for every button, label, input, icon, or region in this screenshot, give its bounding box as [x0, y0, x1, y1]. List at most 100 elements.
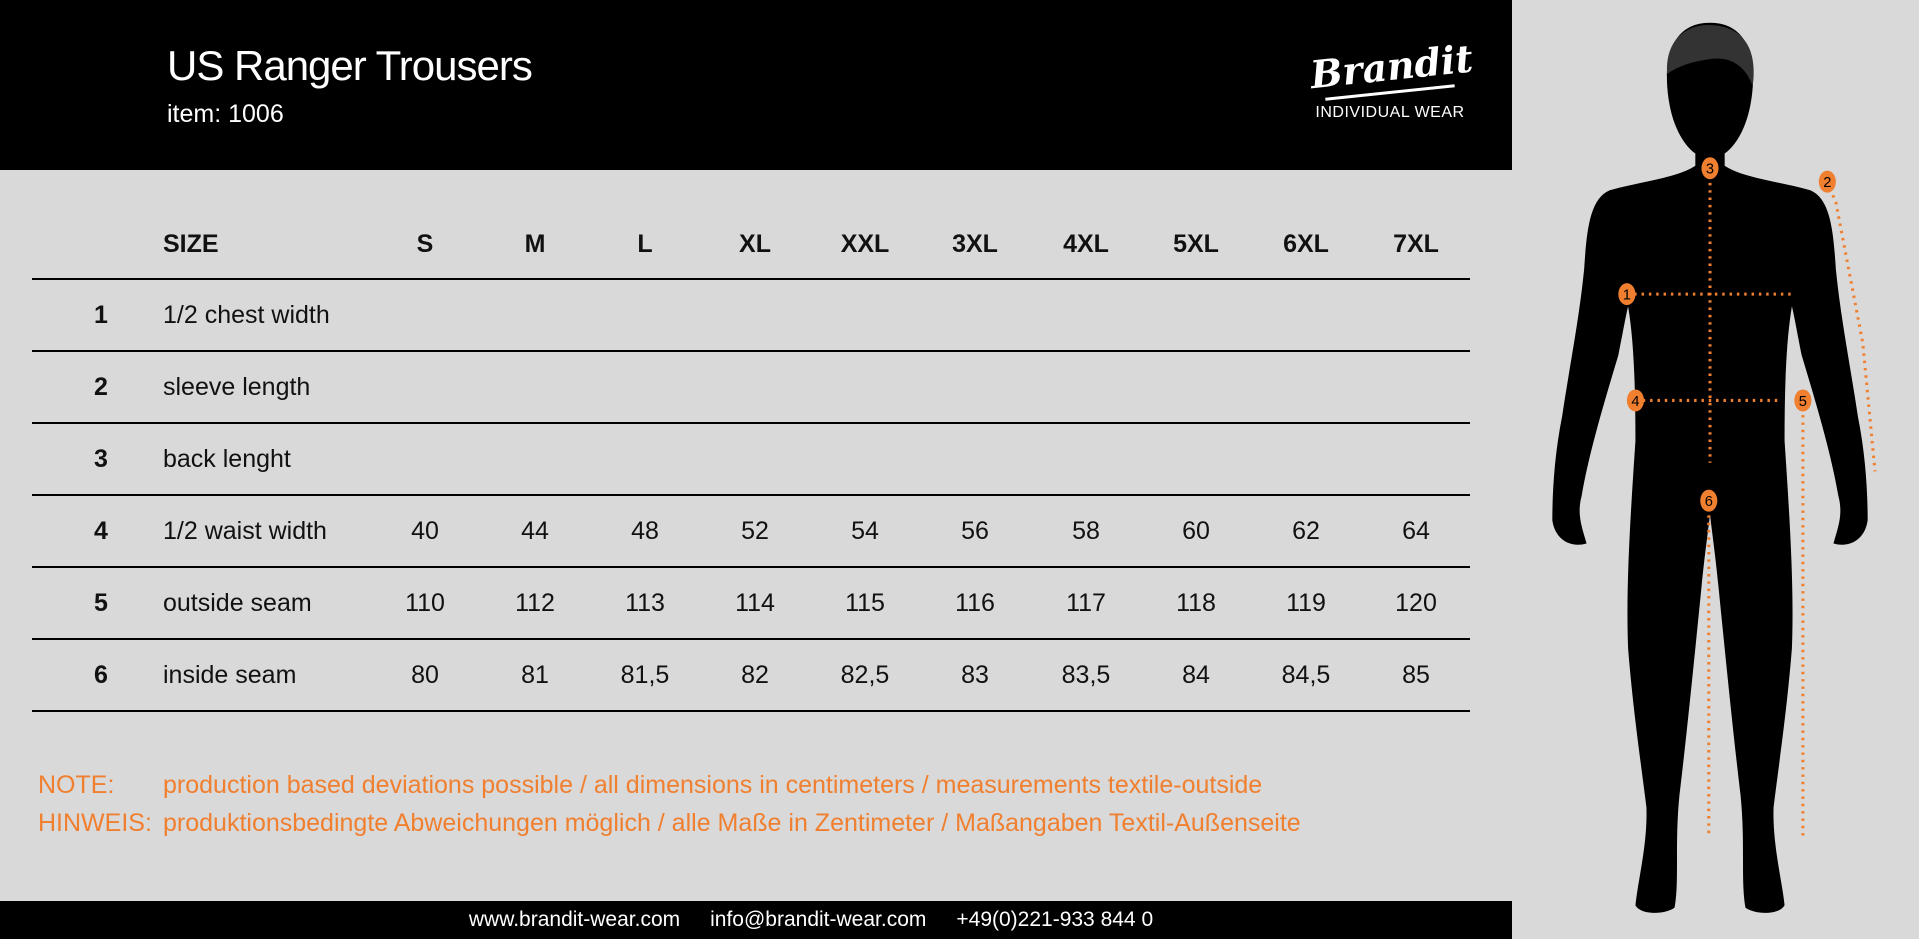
row-number: 5 [94, 588, 108, 617]
table-cell [920, 352, 1030, 422]
table-cell: 116 [955, 588, 995, 617]
row-label: outside seam [163, 588, 312, 617]
table-cell: 117 [1066, 588, 1106, 617]
table-cell [810, 280, 920, 350]
marker-label: 1 [1623, 288, 1631, 304]
marker-label: 5 [1799, 394, 1807, 410]
size-header-m: M [524, 229, 546, 258]
table-cell: 44 [521, 516, 549, 545]
table-cell: 110 [405, 588, 445, 617]
table-cell [480, 424, 590, 494]
size-table: SIZE S M L XL XXL 3XL 4XL 5XL 6XL 7XL 1 1/2 chest … [32, 210, 1470, 712]
size-header-6xl: 6XL [1283, 229, 1329, 258]
row-label: sleeve length [163, 372, 311, 401]
size-header-s: S [416, 229, 434, 258]
table-cell [480, 280, 590, 350]
table-cell: 84 [1182, 660, 1210, 689]
table-cell: 83 [961, 660, 989, 689]
marker-label: 3 [1706, 162, 1714, 178]
note-en: NOTE: production based deviations possibl… [38, 766, 1301, 804]
size-header: SIZE [163, 229, 219, 258]
table-cell: 84,5 [1281, 660, 1331, 689]
table-cell: 85 [1402, 660, 1430, 689]
table-row: 3 back lenght [32, 424, 1470, 496]
table-header-row: SIZE S M L XL XXL 3XL 4XL 5XL 6XL 7XL [32, 210, 1470, 280]
note-text: production based deviations possible / a… [163, 771, 1263, 799]
table-cell [590, 280, 700, 350]
table-cell: 58 [1072, 516, 1100, 545]
marker-2: 2 [1818, 170, 1836, 193]
note-de: HINWEIS: produktionsbedingte Abweichungen… [38, 804, 1301, 842]
marker-3: 3 [1701, 157, 1719, 180]
table-cell [370, 352, 480, 422]
email-link[interactable]: info@brandit-wear.com [710, 908, 927, 931]
marker-1: 1 [1618, 283, 1636, 306]
table-cell [480, 352, 590, 422]
row-label: inside seam [163, 660, 297, 689]
note-key: HINWEIS: [38, 809, 152, 837]
table-cell [810, 424, 920, 494]
table-cell: 48 [631, 516, 659, 545]
table-cell [1361, 280, 1471, 350]
table-cell [1141, 424, 1251, 494]
table-cell [1031, 352, 1141, 422]
table-row: 5 outside seam 110 112 113 114 115 116 117 118 119… [32, 568, 1470, 640]
table-cell [700, 280, 810, 350]
logo-tagline: INDIVIDUAL WEAR [1315, 104, 1465, 121]
marker-circle [1701, 157, 1719, 180]
note-text: produktionsbedingte Abweichungen möglich… [163, 809, 1301, 837]
table-cell: 81,5 [620, 660, 670, 689]
table-cell: 120 [1395, 588, 1437, 617]
table-cell: 52 [741, 516, 769, 545]
size-header-5xl: 5XL [1173, 229, 1219, 258]
table-cell: 56 [961, 516, 989, 545]
marker-circle [1626, 389, 1644, 412]
item-number: item: 1006 [167, 100, 284, 128]
table-row: 1 1/2 chest width [32, 280, 1470, 352]
table-cell: 64 [1402, 516, 1430, 545]
row-number: 4 [94, 516, 108, 545]
row-number: 3 [94, 444, 108, 473]
marker-6: 6 [1700, 489, 1718, 512]
logo-script: Brandit [1308, 35, 1475, 98]
footer-bar: www.brandit-wear.com info@brandit-wear.c… [0, 901, 1512, 939]
hair [1667, 24, 1754, 87]
marker-4: 4 [1626, 389, 1644, 412]
table-cell: 40 [411, 516, 439, 545]
marker-circle [1818, 170, 1836, 193]
table-cell: 80 [411, 660, 439, 689]
marker-label: 6 [1705, 494, 1713, 510]
website-link[interactable]: www.brandit-wear.com [468, 908, 681, 931]
table-cell: 113 [625, 588, 665, 617]
table-cell [370, 280, 480, 350]
table-cell [590, 424, 700, 494]
table-cell [700, 424, 810, 494]
body-silhouette [1552, 22, 1868, 913]
table-cell: 81 [521, 660, 549, 689]
size-header-4xl: 4XL [1063, 229, 1109, 258]
table-cell [1361, 424, 1471, 494]
table-cell: 115 [845, 588, 885, 617]
row-label: 1/2 waist width [163, 516, 327, 545]
table-cell: 62 [1292, 516, 1320, 545]
notes: NOTE: production based deviations possibl… [38, 766, 1301, 842]
size-header-l: L [637, 229, 653, 258]
table-cell [1251, 352, 1361, 422]
page-title: US Ranger Trousers [167, 42, 533, 89]
table-cell [1141, 352, 1251, 422]
table-cell [700, 352, 810, 422]
table-cell [1031, 424, 1141, 494]
table-row: 6 inside seam 80 81 81,5 82 82,5 83 83,5 84 84,5 85 [32, 640, 1470, 712]
table-cell: 82,5 [840, 660, 890, 689]
table-row: 4 1/2 waist width 40 44 48 52 54 56 58 60 62 64 [32, 496, 1470, 568]
table-cell [590, 352, 700, 422]
row-number: 6 [94, 660, 108, 689]
table-cell: 54 [851, 516, 879, 545]
table-cell [370, 424, 480, 494]
table-cell [920, 424, 1030, 494]
marker-circle [1618, 283, 1636, 306]
marker-label: 2 [1823, 175, 1831, 191]
table-cell: 83,5 [1061, 660, 1111, 689]
size-header-xl: XL [739, 229, 771, 258]
row-number: 2 [94, 372, 108, 401]
